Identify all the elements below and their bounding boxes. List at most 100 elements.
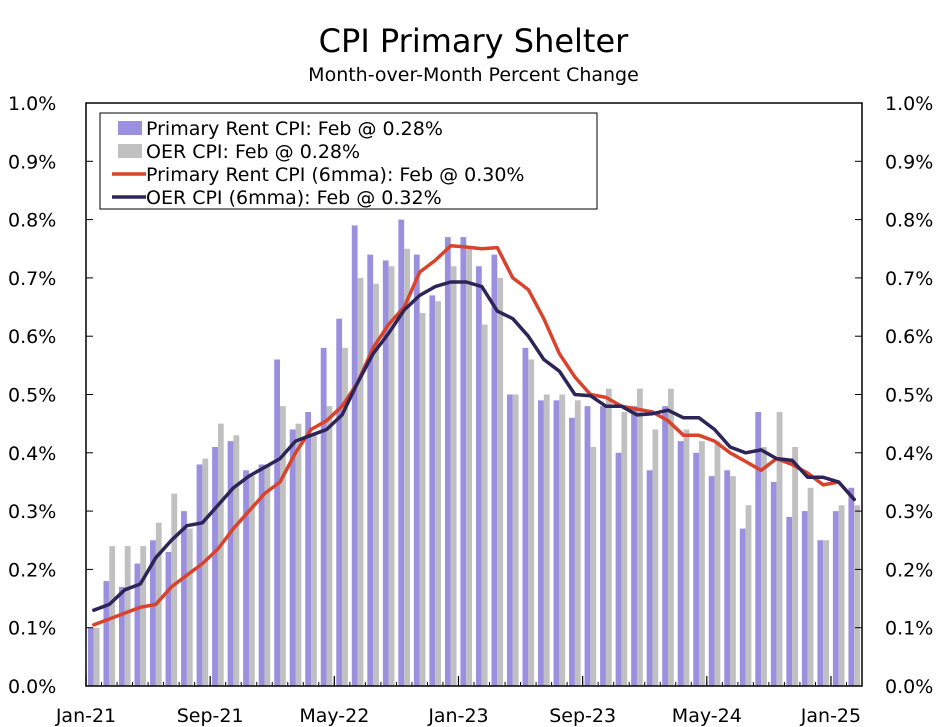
line-layer (92, 244, 856, 627)
rent-bar (786, 516, 793, 686)
y-tick-label-left: 1.0% (8, 93, 56, 115)
oer-bar (761, 446, 767, 686)
oer-bar (466, 248, 473, 686)
oer-bar (838, 505, 845, 686)
oer-bar (481, 324, 488, 686)
rent-bar (181, 511, 187, 686)
x-tick-label: Jan-25 (800, 705, 861, 727)
rent-bar (770, 481, 777, 686)
oer-bar (217, 423, 224, 686)
oer-bar (854, 505, 861, 686)
y-tick-label-right: 0.5% (885, 385, 933, 407)
rent-bar (320, 347, 327, 686)
legend-label: Primary Rent CPI: Feb @ 0.28% (146, 118, 443, 140)
oer-bar (326, 406, 333, 686)
oer-bar (605, 388, 612, 686)
oer-bar (264, 464, 271, 686)
oer-bar (668, 388, 674, 686)
rent-bar (848, 487, 855, 686)
rent-bar (165, 551, 172, 686)
legend-label: Primary Rent CPI (6mma): Feb @ 0.30% (146, 164, 525, 186)
rent-bar (289, 429, 296, 686)
oer-bar (559, 394, 566, 686)
rent-bar (708, 476, 715, 686)
rent-bar (351, 225, 358, 686)
y-tick-label-left: 0.2% (8, 559, 56, 581)
oer-bar (435, 301, 441, 686)
rent-bar (739, 528, 746, 686)
rent-bar (243, 470, 249, 686)
oer-bar (792, 446, 798, 686)
rent-bar (522, 347, 529, 686)
rent-6mma-line (92, 244, 856, 627)
oer-bar (140, 546, 147, 686)
rent-bar (227, 441, 234, 686)
oer-bar (714, 441, 721, 686)
rent-bar (553, 400, 560, 686)
rent-bar (413, 254, 420, 686)
oer-bar (155, 522, 162, 686)
oer-bar (823, 540, 829, 686)
rent-bar (87, 627, 94, 686)
y-tick-label-left: 0.3% (8, 501, 56, 523)
y-tick-label-right: 0.6% (885, 326, 933, 348)
oer-bar (450, 266, 457, 686)
rent-bar (677, 441, 684, 686)
y-tick-label-right: 0.3% (885, 501, 933, 523)
oer-bar (652, 429, 659, 686)
legend-label: OER CPI (6mma): Feb @ 0.32% (146, 187, 442, 209)
bar-layer (87, 219, 861, 686)
rent-bar (662, 406, 668, 686)
rent-bar (274, 359, 280, 686)
rent-bar (600, 406, 606, 686)
x-tick-label: May-22 (299, 705, 369, 727)
oer-bar (590, 446, 597, 686)
legend: Primary Rent CPI: Feb @ 0.28%OER CPI: Fe… (99, 112, 598, 210)
y-tick-label-right: 0.7% (885, 268, 933, 290)
oer-bar (93, 627, 100, 686)
y-tick-label-left: 0.4% (8, 443, 56, 465)
y-tick-label-left: 0.5% (8, 385, 56, 407)
y-tick-label-right: 0.2% (885, 559, 933, 581)
rent-bar (475, 266, 482, 686)
oer-bar (730, 476, 736, 686)
oer-bar (233, 435, 240, 686)
oer-bar (699, 441, 705, 686)
y-tick-label-left: 0.7% (8, 268, 56, 290)
x-tick-label: Sep-23 (549, 705, 616, 727)
chart-subtitle: Month-over-Month Percent Change (308, 64, 639, 86)
oer-bar (280, 406, 286, 686)
rent-bar (755, 411, 762, 686)
rent-bar (538, 400, 544, 686)
y-tick-label-left: 0.0% (8, 676, 56, 698)
y-tick-label-left: 0.8% (8, 210, 56, 232)
oer-bar (807, 487, 814, 686)
oer-bar (373, 283, 379, 686)
rent-bar (305, 411, 312, 686)
rent-bar (150, 540, 156, 686)
rent-bar (444, 237, 451, 686)
rent-bar (615, 452, 622, 686)
oer-bar (388, 266, 395, 686)
oer-bar (357, 277, 364, 686)
oer-bar (342, 347, 348, 686)
rent-bar (134, 563, 141, 686)
y-tick-label-left: 0.6% (8, 326, 56, 348)
rent-bar (817, 540, 824, 686)
rent-bar (398, 219, 405, 686)
x-tick-label: May-24 (672, 705, 742, 727)
x-tick-label: Sep-21 (177, 705, 244, 727)
oer-bar (419, 312, 426, 686)
rent-bar (196, 464, 203, 686)
rent-bar (258, 464, 265, 686)
rent-bar (429, 295, 436, 686)
rent-bar (336, 318, 343, 686)
oer-bar (574, 400, 581, 686)
oer-bar (636, 388, 643, 686)
oer-6mma-line (92, 280, 856, 612)
legend-swatch (118, 144, 142, 158)
rent-bar (631, 406, 637, 686)
rent-bar (367, 254, 374, 686)
rent-bar (382, 260, 389, 686)
